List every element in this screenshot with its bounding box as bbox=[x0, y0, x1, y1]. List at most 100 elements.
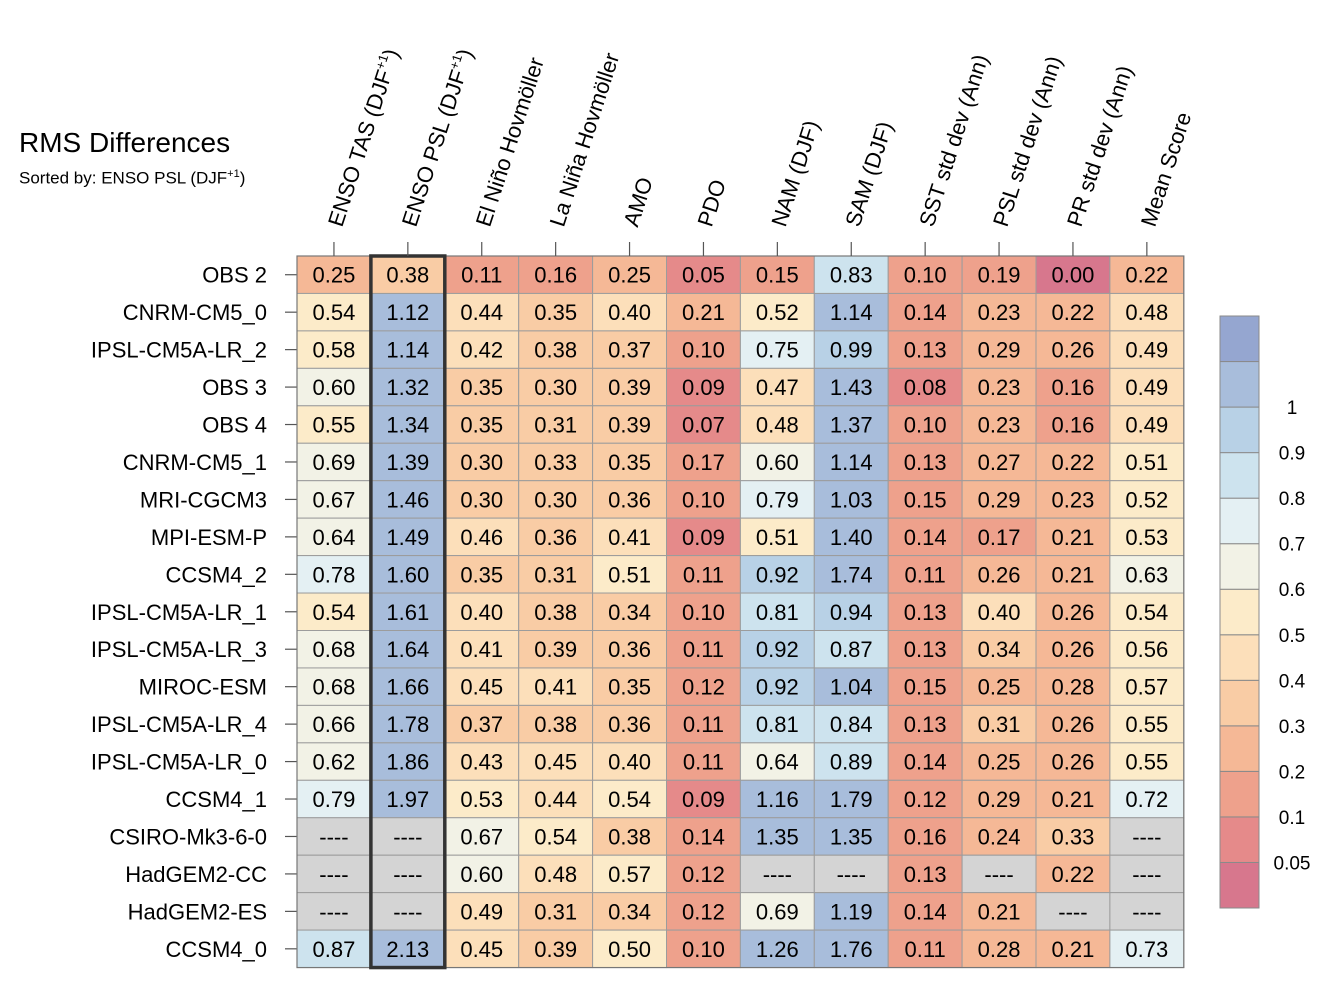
heatmap-cell bbox=[1109, 480, 1185, 519]
cell-value: 1.26 bbox=[756, 937, 799, 962]
cell-value: 0.10 bbox=[904, 413, 947, 438]
cell-value: 0.79 bbox=[756, 487, 799, 512]
cell-value: 0.52 bbox=[1125, 487, 1168, 512]
cell-value: 0.26 bbox=[1052, 712, 1095, 737]
row-label: IPSL-CM5A-LR_2 bbox=[91, 338, 267, 363]
heatmap-cell bbox=[666, 292, 741, 332]
heatmap-cell bbox=[444, 442, 520, 482]
heatmap-cell bbox=[444, 704, 520, 744]
cell-value: 0.35 bbox=[534, 300, 577, 325]
heatmap-cell bbox=[1109, 255, 1185, 294]
cell-value: 0.54 bbox=[313, 600, 356, 625]
heatmap-cell bbox=[518, 367, 594, 407]
colorbar-tick-label: 0.8 bbox=[1279, 489, 1305, 510]
column-label: NAM (DJF) bbox=[766, 117, 824, 229]
colorbar-segment bbox=[1219, 770, 1260, 818]
cell-value: 0.10 bbox=[682, 600, 725, 625]
heatmap-cell bbox=[1035, 405, 1111, 444]
cell-value: 1.49 bbox=[386, 525, 429, 550]
heatmap-cell bbox=[813, 442, 889, 482]
heatmap-cell bbox=[813, 929, 889, 969]
heatmap-cell bbox=[1035, 442, 1111, 482]
heatmap-cell bbox=[370, 292, 446, 332]
cell-value: 0.21 bbox=[1052, 937, 1095, 962]
heatmap-cell bbox=[518, 929, 594, 969]
cell-value: 0.60 bbox=[460, 862, 503, 887]
heatmap-cell bbox=[1035, 517, 1111, 557]
cell-value: 0.35 bbox=[608, 675, 651, 700]
heatmap-cell bbox=[518, 292, 594, 332]
cell-value: 0.67 bbox=[460, 824, 503, 849]
row-label: MIROC-ESM bbox=[139, 675, 267, 700]
heatmap-cell bbox=[1035, 367, 1111, 407]
heatmap-cell bbox=[296, 667, 372, 706]
heatmap-cell bbox=[887, 704, 963, 744]
heatmap-cell bbox=[666, 405, 741, 444]
colorbar-segment bbox=[1219, 452, 1260, 499]
row-label: IPSL-CM5A-LR_1 bbox=[91, 600, 267, 625]
cell-value: 0.22 bbox=[1125, 263, 1168, 288]
cell-value: 0.24 bbox=[978, 824, 1021, 849]
heatmap-cell bbox=[887, 292, 963, 332]
cell-value: ---- bbox=[393, 824, 422, 849]
heatmap-cell bbox=[518, 480, 594, 519]
cell-value: 1.12 bbox=[386, 300, 429, 325]
heatmap-cell bbox=[666, 330, 741, 369]
cell-value: 0.00 bbox=[1052, 263, 1095, 288]
cell-value: 1.32 bbox=[386, 375, 429, 400]
subtitle-sup: +1 bbox=[227, 168, 240, 180]
cell-value: 0.69 bbox=[756, 899, 799, 924]
heatmap-cell bbox=[592, 255, 667, 294]
heatmap-cell bbox=[592, 630, 667, 669]
row-label: IPSL-CM5A-LR_3 bbox=[91, 637, 267, 662]
heatmap-cell bbox=[592, 480, 667, 519]
heatmap-cell bbox=[444, 405, 520, 444]
heatmap-cell bbox=[592, 405, 667, 444]
heatmap-cell bbox=[444, 555, 520, 594]
cell-value: 1.60 bbox=[386, 562, 429, 587]
cell-value: 0.38 bbox=[534, 712, 577, 737]
cell-value: 0.26 bbox=[1052, 338, 1095, 363]
heatmap-cell bbox=[666, 255, 741, 294]
cell-value: 0.23 bbox=[978, 413, 1021, 438]
heatmap-cell bbox=[1035, 704, 1111, 744]
heatmap-cell bbox=[1109, 367, 1185, 407]
cell-value: 0.34 bbox=[608, 600, 651, 625]
row-label: CSIRO-Mk3-6-0 bbox=[109, 824, 267, 849]
heatmap-cell bbox=[1035, 892, 1111, 931]
heatmap-cell bbox=[1035, 255, 1111, 294]
heatmap-cell bbox=[887, 892, 963, 931]
cell-value: 0.34 bbox=[978, 637, 1021, 662]
cell-value: 0.99 bbox=[830, 338, 873, 363]
cell-value: 0.25 bbox=[608, 263, 651, 288]
cell-value: 0.16 bbox=[1052, 413, 1095, 438]
cell-value: 0.84 bbox=[830, 712, 873, 737]
cell-value: 0.66 bbox=[313, 712, 356, 737]
heatmap-cell bbox=[1035, 667, 1111, 706]
heatmap-cell bbox=[1035, 742, 1111, 781]
cell-value: 0.43 bbox=[460, 750, 503, 775]
heatmap-cell bbox=[813, 704, 889, 744]
cell-value: 0.30 bbox=[534, 375, 577, 400]
cell-value: 0.29 bbox=[978, 487, 1021, 512]
cell-value: 0.13 bbox=[904, 862, 947, 887]
heatmap-cell bbox=[961, 779, 1037, 819]
cell-value: 0.09 bbox=[682, 525, 725, 550]
cell-value: 1.64 bbox=[386, 637, 429, 662]
heatmap-cell bbox=[739, 742, 815, 781]
cell-value: 1.37 bbox=[830, 413, 873, 438]
cell-value: 0.21 bbox=[1052, 562, 1095, 587]
colorbar-segment bbox=[1219, 634, 1260, 681]
cell-value: 0.19 bbox=[978, 263, 1021, 288]
cell-value: 0.12 bbox=[682, 899, 725, 924]
colorbar-tick-label: 0.05 bbox=[1274, 853, 1311, 874]
heatmap-cell bbox=[739, 630, 815, 669]
cell-value: 0.75 bbox=[756, 338, 799, 363]
heatmap-cell bbox=[444, 630, 520, 669]
cell-value: 0.48 bbox=[534, 862, 577, 887]
cell-value: 0.15 bbox=[904, 487, 947, 512]
heatmap-cell bbox=[739, 929, 815, 969]
cell-value: 0.44 bbox=[460, 300, 503, 325]
cell-value: 0.57 bbox=[608, 862, 651, 887]
cell-value: 0.60 bbox=[313, 375, 356, 400]
